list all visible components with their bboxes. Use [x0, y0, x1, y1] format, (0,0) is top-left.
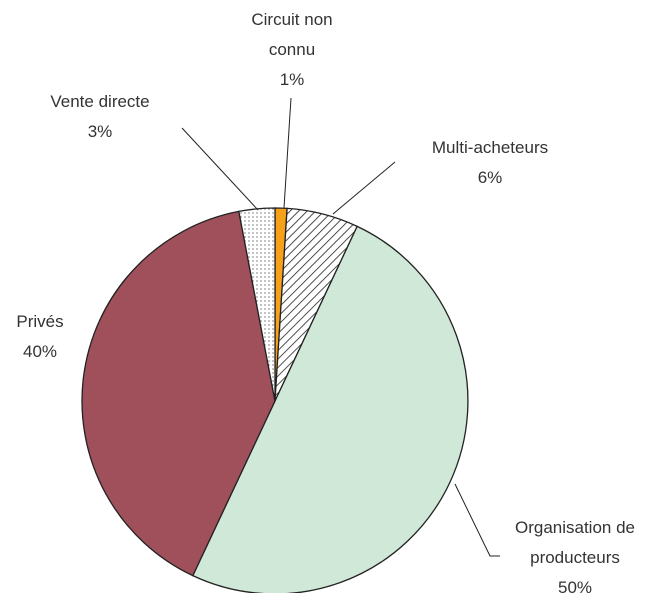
- slice-label: Circuit non connu 1%: [237, 5, 347, 95]
- leader-line: [181, 127, 259, 211]
- pie-slice: [81, 210, 276, 577]
- slice-label: Privés 40%: [0, 307, 80, 367]
- leader-line: [454, 483, 500, 557]
- pie-slice: [191, 225, 469, 593]
- slice-value: 1%: [279, 70, 305, 89]
- leader-line: [283, 97, 292, 209]
- slice-name: Privés: [16, 312, 64, 331]
- slice-label: Vente directe 3%: [10, 87, 190, 147]
- slice-value: 40%: [22, 342, 58, 361]
- slice-value: 3%: [87, 122, 113, 141]
- slice-label: Multi-acheteurs 6%: [400, 133, 580, 193]
- slice-label: Organisation de producteurs 50%: [495, 513, 655, 603]
- slice-name: Multi-acheteurs: [431, 138, 549, 157]
- slice-value: 50%: [557, 578, 593, 597]
- slice-name: Circuit non connu: [251, 10, 333, 59]
- leader-line: [332, 161, 396, 215]
- slice-value: 6%: [477, 168, 503, 187]
- slice-name: Organisation de producteurs: [514, 518, 636, 567]
- slice-name: Vente directe: [50, 92, 150, 111]
